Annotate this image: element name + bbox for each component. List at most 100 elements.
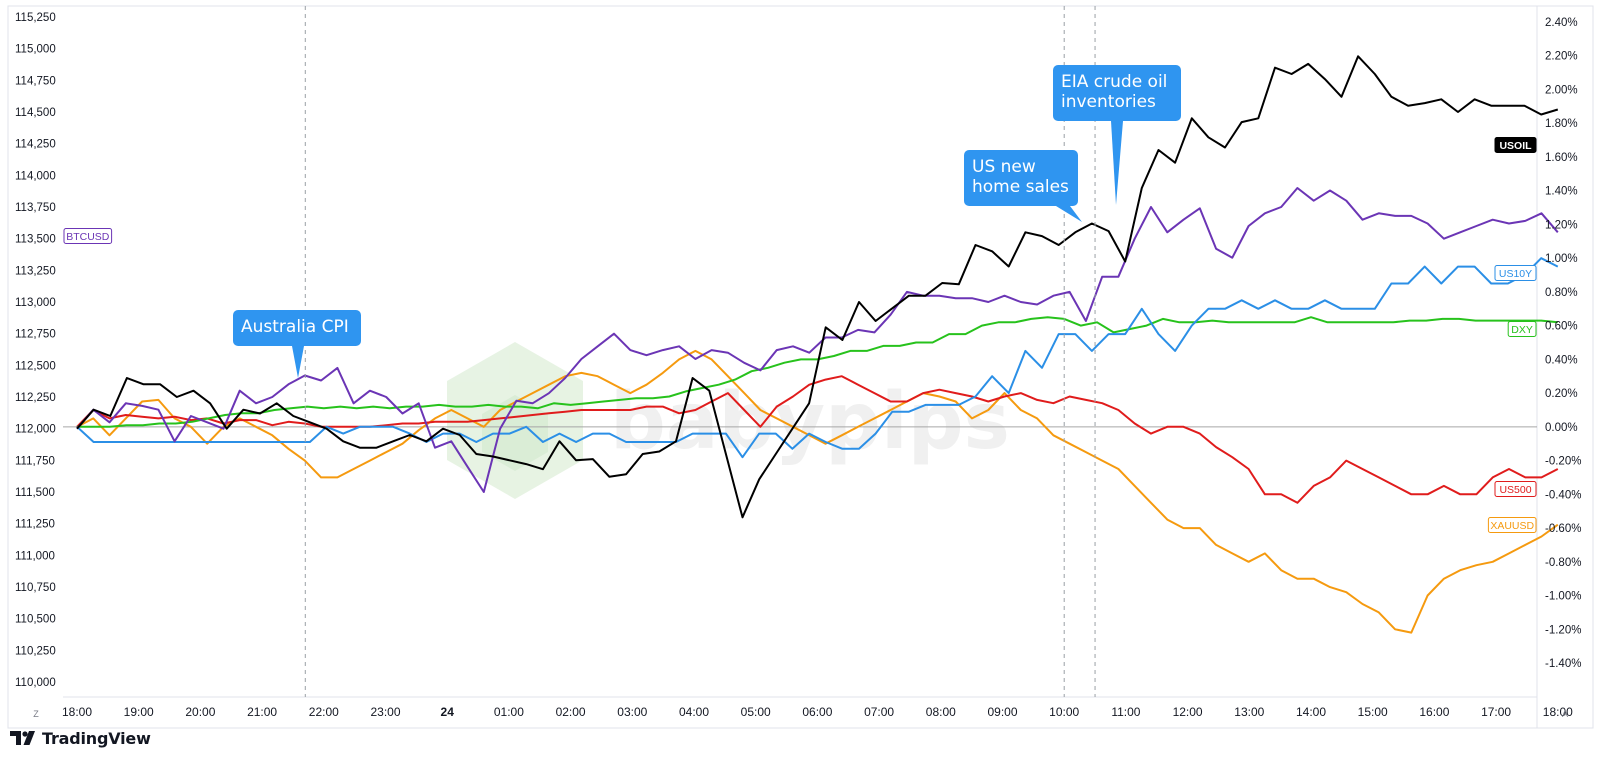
x-axis-tick-label: 13:00 (1234, 705, 1264, 719)
right-axis-tick-label: -1.20% (1545, 624, 1581, 636)
left-axis-tick-label: 112,750 (15, 329, 56, 341)
event-callout-label: inventories (1061, 92, 1156, 112)
right-axis-tick-label: -1.40% (1545, 658, 1581, 670)
tradingview-logo-icon (10, 731, 35, 745)
right-axis-tick-label: 2.40% (1545, 17, 1578, 29)
x-axis-tick-label: 24 (441, 705, 455, 719)
x-axis-tick-label: 03:00 (617, 705, 647, 719)
event-callout-label: EIA crude oil (1061, 72, 1167, 92)
x-axis-tick-label: 19:00 (124, 705, 154, 719)
left-axis-tick-label: 112,000 (15, 424, 56, 436)
left-axis-tick-label: 114,250 (15, 139, 56, 151)
event-callout-label: Australia CPI (241, 317, 349, 337)
left-axis-tick-label: 112,500 (15, 360, 56, 372)
left-axis-tick-label: 111,500 (15, 487, 55, 499)
left-axis-tick-label: 113,250 (15, 265, 56, 277)
series-line-btcusd (76, 187, 1559, 493)
series-tag-label: US500 (1499, 484, 1531, 496)
event-callout-label: home sales (972, 177, 1069, 197)
right-axis-tick-label: 0.80% (1545, 287, 1578, 299)
series-tag-label: BTCUSD (66, 231, 110, 243)
x-axis-tick-label: 08:00 (926, 705, 956, 719)
right-axis-tick-label: -0.20% (1545, 456, 1581, 468)
right-axis-tick-label: 0.40% (1545, 354, 1578, 366)
x-axis-tick-label: 16:00 (1419, 705, 1449, 719)
x-axis-tick-label: 09:00 (987, 705, 1017, 719)
right-axis-tick-label: 1.60% (1545, 152, 1578, 164)
right-axis-tick-label: 2.20% (1545, 51, 1578, 63)
left-axis-tick-label: 110,000 (15, 677, 56, 689)
left-axis-tick-label: 115,250 (15, 12, 56, 24)
left-axis-tick-label: 114,000 (15, 170, 56, 182)
left-axis-tick-label: 114,500 (15, 107, 56, 119)
left-axis-tick-label: 110,250 (15, 645, 56, 657)
right-axis-tick-label: 0.20% (1545, 388, 1578, 400)
x-axis-tick-label: 22:00 (309, 705, 339, 719)
series-tag-label: XAUUSD (1490, 520, 1534, 532)
series-tag-xauusd: XAUUSD (1487, 517, 1537, 533)
series-tag-label: DXY (1511, 324, 1533, 336)
left-axis-tick-label: 113,000 (15, 297, 56, 309)
series-line-xauusd (76, 349, 1559, 634)
right-axis-tick-label: 1.00% (1545, 253, 1578, 265)
right-axis-tick-label: 2.00% (1545, 84, 1578, 96)
tradingview-logo[interactable]: TradingView (10, 728, 151, 748)
series-tag-us500: US500 (1494, 481, 1537, 497)
x-axis-tick-label: 15:00 (1358, 705, 1388, 719)
x-axis-tick-label: 10:00 (1049, 705, 1079, 719)
series-tag-label: US10Y (1499, 268, 1532, 280)
left-axis-tick-label: 115,000 (15, 44, 56, 56)
left-axis-tick-label: 110,500 (15, 614, 56, 626)
x-axis-tick-label: 02:00 (556, 705, 586, 719)
right-axis-tick-label: -0.40% (1545, 489, 1581, 501)
x-axis-tick-label: 07:00 (864, 705, 894, 719)
series-tag-dxy: DXY (1507, 321, 1537, 337)
left-axis-tick-label: 113,750 (15, 202, 56, 214)
left-axis-tick-label: 111,250 (15, 519, 55, 531)
corner-right-label[interactable]: A (1562, 709, 1568, 719)
left-axis-tick-label: 111,750 (15, 455, 55, 467)
watermark-text: babypips (610, 377, 1010, 467)
series-tag-us10y: US10Y (1494, 265, 1537, 281)
x-axis-tick-label: 20:00 (185, 705, 215, 719)
series-line-us10y (76, 257, 1559, 459)
x-axis-tick-label: 18:00 (1543, 705, 1573, 719)
left-axis-tick-label: 113,500 (15, 234, 56, 246)
right-axis-tick-label: 1.80% (1545, 118, 1578, 130)
right-axis-tick-label: 1.40% (1545, 186, 1578, 198)
right-axis-tick-label: -1.00% (1545, 591, 1581, 603)
x-axis-tick-label: 06:00 (802, 705, 832, 719)
left-axis-tick-label: 111,000 (15, 550, 55, 562)
series-line-usoil (76, 55, 1559, 519)
watermark: babypips (447, 342, 1010, 499)
x-axis-tick-label: 01:00 (494, 705, 524, 719)
left-axis-tick-label: 114,750 (15, 75, 56, 87)
series-tag-usoil: USOIL (1494, 137, 1537, 153)
right-axis-tick-label: -0.60% (1545, 523, 1581, 535)
x-axis-tick-label: 17:00 (1481, 705, 1511, 719)
right-axis-tick-label: -0.80% (1545, 557, 1581, 569)
right-axis-tick-label: 0.00% (1545, 422, 1578, 434)
event-callout-label: US new (972, 157, 1036, 177)
x-axis-tick-label: 11:00 (1111, 705, 1140, 719)
right-axis-tick-label: 0.60% (1545, 321, 1578, 333)
right-axis-tick-label: 1.20% (1545, 219, 1578, 231)
x-axis-tick-label: 14:00 (1296, 705, 1326, 719)
x-axis-tick-label: 05:00 (741, 705, 771, 719)
x-axis-tick-label: 18:00 (62, 705, 92, 719)
plot-frame (7, 5, 1594, 729)
x-axis-tick-label: 12:00 (1173, 705, 1203, 719)
left-axis-tick-label: 110,750 (15, 582, 56, 594)
corner-left-label[interactable]: Z (33, 709, 39, 719)
tradingview-logo-text: TradingView (42, 728, 151, 748)
series-tag-btcusd: BTCUSD (63, 228, 113, 244)
left-axis-tick-label: 112,250 (15, 392, 56, 404)
x-axis-tick-label: 23:00 (370, 705, 400, 719)
x-axis-tick-label: 21:00 (247, 705, 277, 719)
x-axis-tick-label: 04:00 (679, 705, 709, 719)
series-tag-label: USOIL (1499, 140, 1532, 152)
event-callout: Australia CPI (233, 310, 361, 378)
